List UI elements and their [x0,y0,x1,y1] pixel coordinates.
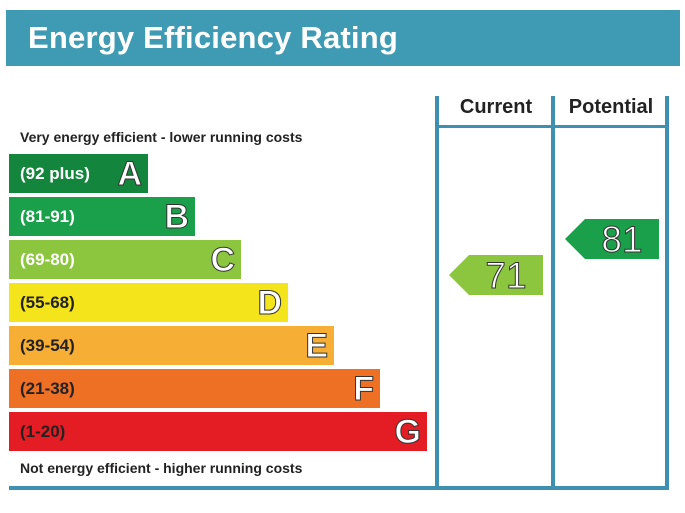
band-letter: F [353,370,375,409]
header-bar: Energy Efficiency Rating [6,10,680,66]
band-d: (55-68) D [9,283,288,323]
frame-line-middle [551,96,555,488]
band-range-label: (81-91) [20,207,75,226]
current-column-header: Current [459,96,533,118]
bottom-note: Not energy efficient - higher running co… [20,460,303,476]
top-note: Very energy efficient - lower running co… [20,129,303,145]
band-range-label: (21-38) [20,379,75,398]
band-range-label: (39-54) [20,336,75,355]
current-rating-value: 71 [485,255,527,297]
band-c: (69-80) C [9,240,241,280]
band-range-label: (1-20) [20,422,66,441]
potential-rating-arrow: 81 [565,219,659,261]
band-range-label: (92 plus) [20,164,90,183]
potential-rating-value: 81 [601,219,643,261]
band-b: (81-91) B [9,197,195,237]
frame-line-bottom [9,486,669,490]
current-rating-arrow: 71 [449,255,543,297]
frame-line-left [435,96,439,488]
frame-line-right [665,96,669,488]
band-letter: B [164,198,190,237]
band-f: (21-38) F [9,369,380,409]
potential-column-header: Potential [568,96,654,118]
band-a: (92 plus) A [9,154,148,194]
band-range-label: (55-68) [20,293,75,312]
band-e: (39-54) E [9,326,334,366]
band-letter: G [394,413,421,452]
band-letter: D [257,284,283,323]
band-range-label: (69-80) [20,250,75,269]
chart-title: Energy Efficiency Rating [28,20,399,55]
current-rating-shape [449,255,543,295]
band-g: (1-20) G [9,412,427,452]
potential-rating-shape [565,219,659,259]
band-letter: A [117,155,143,194]
band-letter: C [210,241,236,280]
band-letter: E [305,327,329,366]
header-divider [437,125,669,128]
